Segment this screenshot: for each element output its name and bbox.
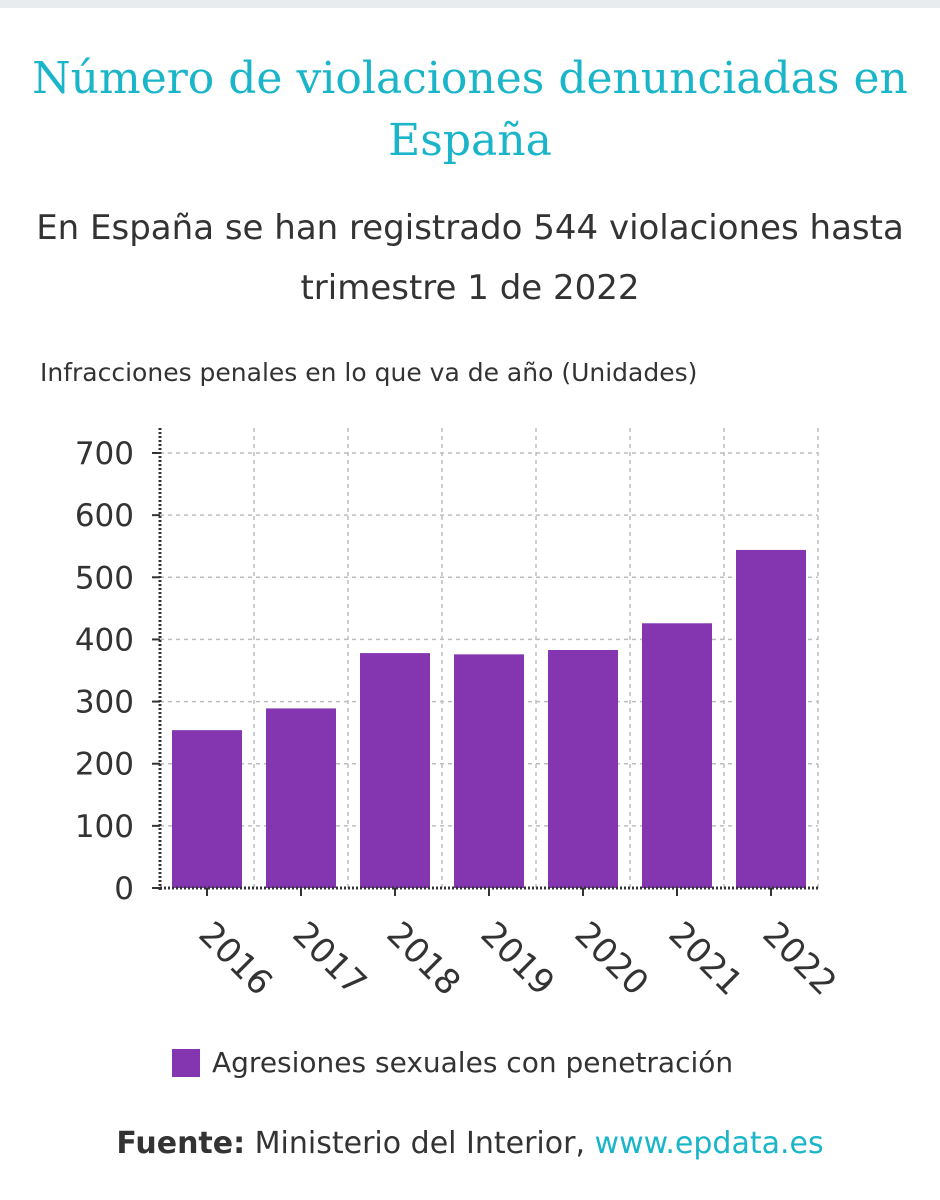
y-tick-label: 200 bbox=[75, 747, 134, 783]
chart-subtitle: En España se han registrado 544 violacio… bbox=[36, 208, 904, 308]
y-tick-label: 500 bbox=[75, 560, 134, 596]
bar-2020 bbox=[548, 649, 618, 888]
bar-2022 bbox=[736, 549, 806, 888]
bar-2019 bbox=[454, 654, 524, 888]
y-tick-label: 600 bbox=[75, 498, 134, 534]
legend-swatch bbox=[172, 1048, 200, 1077]
bar-2017 bbox=[266, 708, 336, 888]
y-tick-label: 300 bbox=[75, 685, 134, 721]
legend-label: Agresiones sexuales con penetración bbox=[212, 1046, 734, 1079]
x-tick-label-2022: 2022 bbox=[755, 914, 844, 1003]
x-tick-label-2016: 2016 bbox=[191, 914, 280, 1003]
source-text: Ministerio del Interior, bbox=[254, 1126, 595, 1161]
source-link[interactable]: www.epdata.es bbox=[594, 1126, 824, 1161]
x-tick-label-2017: 2017 bbox=[285, 914, 374, 1003]
x-tick-label-2020: 2020 bbox=[567, 914, 656, 1003]
y-tick-label: 400 bbox=[75, 622, 134, 658]
y-tick-label: 700 bbox=[75, 436, 134, 472]
legend: Agresiones sexuales con penetración bbox=[172, 1046, 733, 1079]
bar-2021 bbox=[642, 623, 712, 888]
y-tick-label: 100 bbox=[75, 809, 134, 845]
top-border bbox=[0, 0, 940, 8]
y-axis-caption: Infracciones penales en lo que va de año… bbox=[40, 358, 698, 387]
x-tick-label-2018: 2018 bbox=[379, 914, 468, 1003]
source-line: Fuente: Ministerio del Interior, www.epd… bbox=[0, 1126, 940, 1161]
x-tick-label-2019: 2019 bbox=[473, 914, 562, 1003]
bar-2018 bbox=[360, 653, 430, 888]
y-tick-label: 0 bbox=[114, 871, 134, 907]
bar-2016 bbox=[172, 730, 242, 888]
chart-title: Número de violaciones denunciadas en Esp… bbox=[32, 53, 908, 166]
x-tick-label-2021: 2021 bbox=[661, 914, 750, 1003]
source-key: Fuente: bbox=[116, 1126, 246, 1161]
